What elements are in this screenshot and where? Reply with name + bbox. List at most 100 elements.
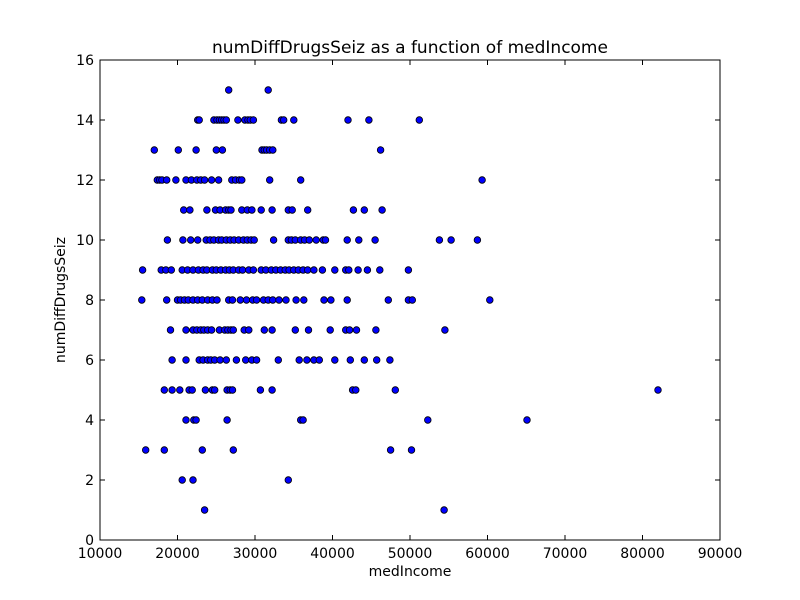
y-tick-label-6: 12: [76, 173, 94, 189]
data-point-235: [268, 386, 276, 394]
data-point-230: [210, 386, 219, 394]
data-point-97: [343, 236, 351, 244]
data-point-198: [372, 326, 380, 334]
data-point-24: [212, 146, 220, 154]
data-point-217: [315, 356, 323, 364]
data-point-228: [201, 386, 210, 394]
data-point-242: [192, 416, 200, 424]
data-point-165: [282, 296, 290, 304]
data-point-173: [408, 296, 416, 304]
data-point-175: [166, 326, 175, 334]
data-point-9: [222, 116, 230, 124]
data-point-30: [269, 146, 277, 154]
data-point-256: [284, 476, 292, 484]
data-point-106: [167, 266, 175, 274]
data-point-158: [242, 296, 251, 304]
data-point-240: [182, 416, 190, 424]
data-point-1: [264, 86, 272, 94]
y-tick-label-2: 4: [85, 413, 94, 429]
data-point-248: [141, 446, 150, 454]
data-point-35: [162, 176, 171, 184]
chart-title: numDiffDrugsSeiz as a function of medInc…: [212, 38, 608, 58]
data-point-50: [478, 176, 486, 184]
data-point-17: [290, 116, 298, 124]
data-point-189: [245, 326, 253, 334]
data-point-19: [365, 116, 373, 124]
data-point-154: [213, 296, 221, 304]
data-point-23: [192, 146, 200, 154]
data-point-225: [176, 386, 184, 394]
data-point-99: [371, 236, 379, 244]
data-point-210: [241, 356, 250, 364]
data-point-166: [292, 296, 300, 304]
data-point-249: [160, 446, 168, 454]
data-point-163: [269, 296, 277, 304]
data-point-224: [168, 386, 176, 394]
data-point-233: [228, 386, 237, 394]
data-point-174: [486, 296, 494, 304]
data-point-254: [178, 476, 186, 484]
y-axis-ticks: 0 2 4 6 8 10 12 14 16: [76, 53, 720, 549]
y-tick-label-0: 0: [85, 533, 94, 549]
data-point-69: [378, 206, 386, 214]
x-tick-label-7: 80000: [620, 546, 665, 562]
data-point-156: [228, 296, 237, 304]
data-point-70: [163, 236, 172, 244]
data-point-43: [214, 176, 223, 184]
data-point-87: [269, 236, 278, 244]
data-point-227: [188, 386, 196, 394]
data-point-58: [227, 206, 235, 214]
data-point-209: [232, 356, 241, 364]
data-point-0: [224, 86, 233, 94]
data-point-16: [280, 116, 288, 124]
data-point-213: [274, 356, 282, 364]
data-point-134: [310, 266, 318, 274]
data-point-194: [326, 326, 334, 334]
data-point-96: [321, 236, 330, 244]
data-point-49: [297, 176, 305, 184]
data-point-251: [229, 446, 237, 454]
y-tick-label-7: 14: [76, 113, 94, 129]
x-tick-label-0: 10000: [78, 546, 123, 562]
data-point-257: [200, 506, 209, 514]
data-point-144: [162, 296, 171, 304]
data-point-68: [360, 206, 368, 214]
data-point-93: [305, 236, 313, 244]
data-point-252: [386, 446, 395, 454]
data-point-164: [275, 296, 283, 304]
data-point-157: [236, 296, 244, 304]
data-point-14: [249, 116, 258, 124]
data-point-250: [198, 446, 206, 454]
data-point-142: [404, 266, 413, 274]
x-tick-label-5: 60000: [465, 546, 510, 562]
data-point-101: [447, 236, 455, 244]
data-point-65: [288, 206, 296, 214]
data-point-18: [344, 116, 352, 124]
data-point-141: [376, 266, 384, 274]
data-point-41: [200, 176, 209, 184]
data-point-51: [179, 206, 188, 214]
data-point-94: [312, 236, 320, 244]
data-point-48: [266, 176, 274, 184]
data-point-238: [391, 386, 399, 394]
data-point-120: [238, 266, 247, 274]
data-point-143: [138, 296, 146, 304]
data-point-22: [174, 146, 182, 154]
data-point-21: [150, 146, 158, 154]
data-point-255: [189, 476, 197, 484]
data-point-63: [268, 206, 276, 214]
data-point-182: [207, 326, 216, 334]
data-point-197: [352, 326, 361, 334]
data-point-222: [386, 356, 394, 364]
data-point-71: [179, 236, 187, 244]
data-point-208: [222, 356, 230, 364]
x-tick-label-1: 20000: [155, 546, 200, 562]
data-point-176: [182, 326, 190, 334]
data-point-200: [168, 356, 176, 364]
data-point-170: [343, 296, 351, 304]
data-point-190: [260, 326, 268, 334]
y-tick-label-3: 6: [85, 353, 94, 369]
data-point-199: [441, 326, 449, 334]
data-point-61: [248, 206, 256, 214]
